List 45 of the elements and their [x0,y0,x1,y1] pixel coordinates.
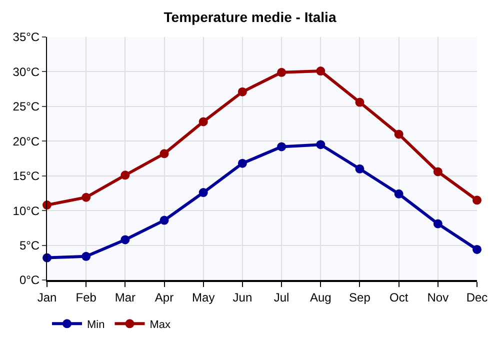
point [198,117,208,126]
x-tick-label: Feb [76,290,97,304]
point [316,66,326,76]
point [433,219,442,228]
point [277,142,286,152]
x-tick-label: May [192,290,215,304]
x-tick-label: Jul [274,290,290,304]
y-tick-label: 5°C [19,238,40,252]
y-tick-label: 15°C [12,169,40,184]
legend-label: Max [150,318,172,331]
point [394,130,404,139]
chart-title: Temperature medie - Italia [164,9,336,26]
x-tick-label: Mar [114,290,136,304]
x-tick-label: Dec [466,290,488,304]
point [82,252,91,261]
point [472,244,482,254]
point [355,164,364,174]
x-tick-label: Oct [389,290,409,304]
point [238,87,247,96]
point [120,235,130,244]
point [394,189,404,198]
point [198,188,208,198]
point [160,149,169,158]
point [355,98,364,107]
point [277,68,286,77]
x-tick-label: Apr [154,290,174,304]
legend-label: Min [87,318,105,331]
x-tick-label: Nov [427,290,449,304]
point [160,216,169,225]
x-tick-label: Jan [37,290,57,304]
point [433,167,442,176]
y-tick-label: 30°C [12,64,40,79]
x-tick-label: Sep [349,290,371,304]
x-tick-label: Aug [310,290,332,304]
y-tick-label: 20°C [12,134,40,148]
y-tick-label: 35°C [12,30,40,44]
x-tick-label: Jun [232,290,252,304]
point [82,192,91,202]
y-tick-label: 0°C [19,273,40,288]
y-tick-label: 25°C [12,100,40,114]
y-tick-label: 10°C [12,204,40,218]
point [238,158,247,168]
point [472,196,482,205]
point [120,170,130,180]
point [316,140,326,150]
